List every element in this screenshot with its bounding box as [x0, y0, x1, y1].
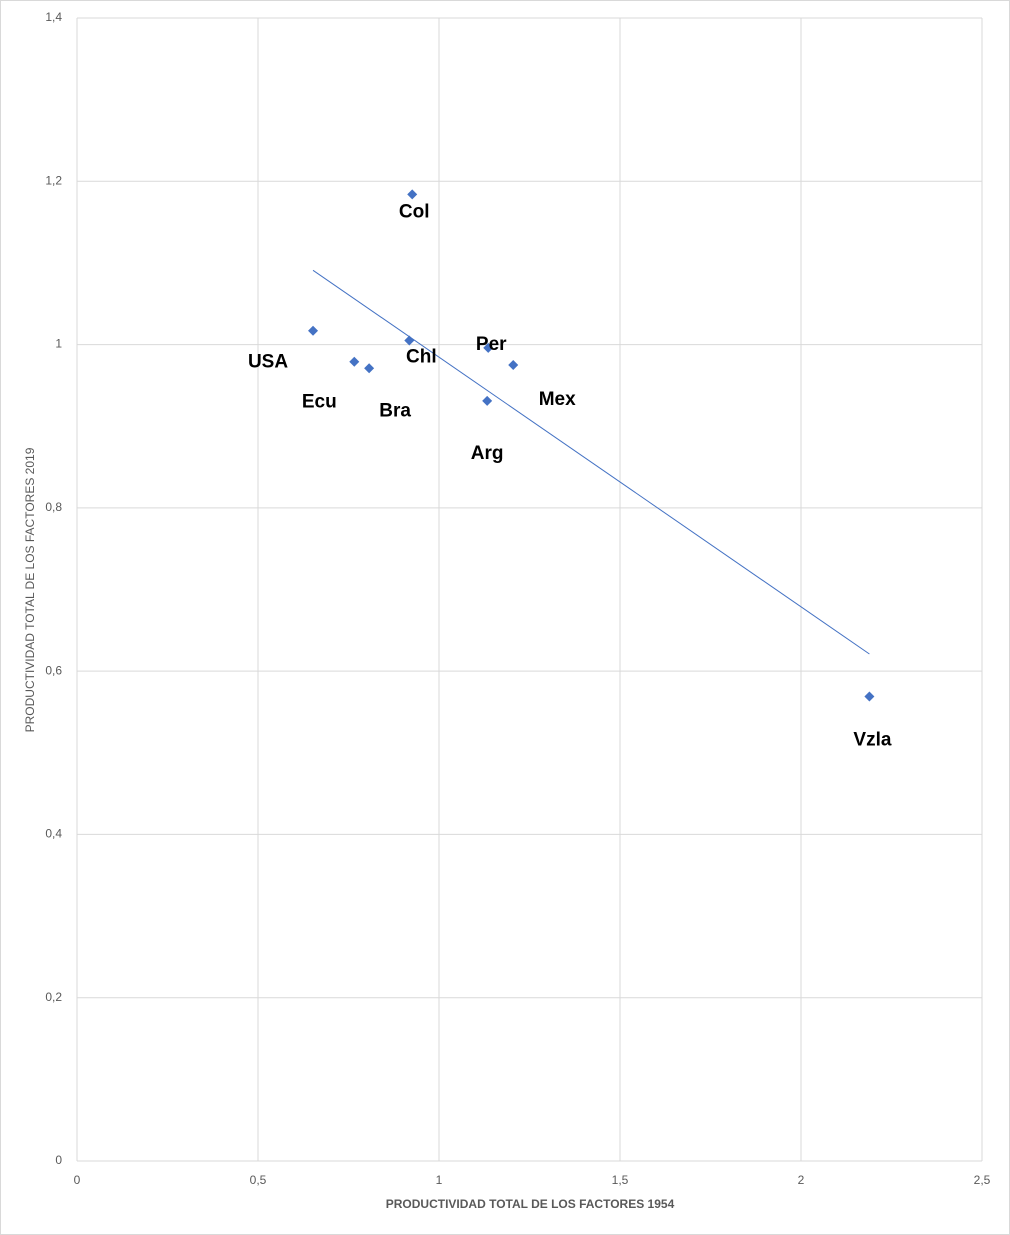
point-label: Col: [399, 201, 430, 222]
point: [482, 395, 493, 406]
x-tick-label: 0,5: [250, 1173, 267, 1187]
point-label: Chl: [406, 347, 437, 368]
point-label: Mex: [539, 389, 576, 410]
point-label: Ecu: [302, 392, 337, 413]
x-tick-label: 0: [74, 1173, 81, 1187]
y-tick-label: 1,2: [45, 173, 62, 187]
y-tick-label: 0,8: [45, 500, 62, 514]
y-axis-title: PRODUCTIVIDAD TOTAL DE LOS FACTORES 2019: [23, 447, 37, 732]
point-label: Vzla: [853, 729, 891, 750]
point: [404, 335, 415, 346]
point: [508, 359, 519, 370]
point: [364, 363, 375, 374]
point: [864, 691, 875, 702]
y-tick-label: 0: [55, 1153, 62, 1167]
point-label: Per: [476, 334, 507, 355]
y-tick-label: 0,6: [45, 663, 62, 677]
y-tick-label: 0,2: [45, 990, 62, 1004]
trendline: [312, 269, 870, 655]
x-tick-label: 1: [436, 1173, 443, 1187]
point: [483, 342, 494, 353]
x-tick-label: 2: [798, 1173, 805, 1187]
y-tick-label: 1: [55, 337, 62, 351]
x-tick-label: 1,5: [612, 1173, 629, 1187]
point: [407, 189, 418, 200]
y-tick-label: 0,4: [45, 827, 62, 841]
point: [349, 356, 360, 367]
point-label: Arg: [471, 443, 504, 464]
x-axis-title: PRODUCTIVIDAD TOTAL DE LOS FACTORES 1954: [386, 1197, 675, 1211]
x-tick-label: 2,5: [974, 1173, 991, 1187]
point-label: Bra: [379, 400, 411, 421]
y-tick-label: 1,4: [45, 10, 62, 24]
point-label: USA: [248, 352, 288, 373]
point: [308, 325, 319, 336]
